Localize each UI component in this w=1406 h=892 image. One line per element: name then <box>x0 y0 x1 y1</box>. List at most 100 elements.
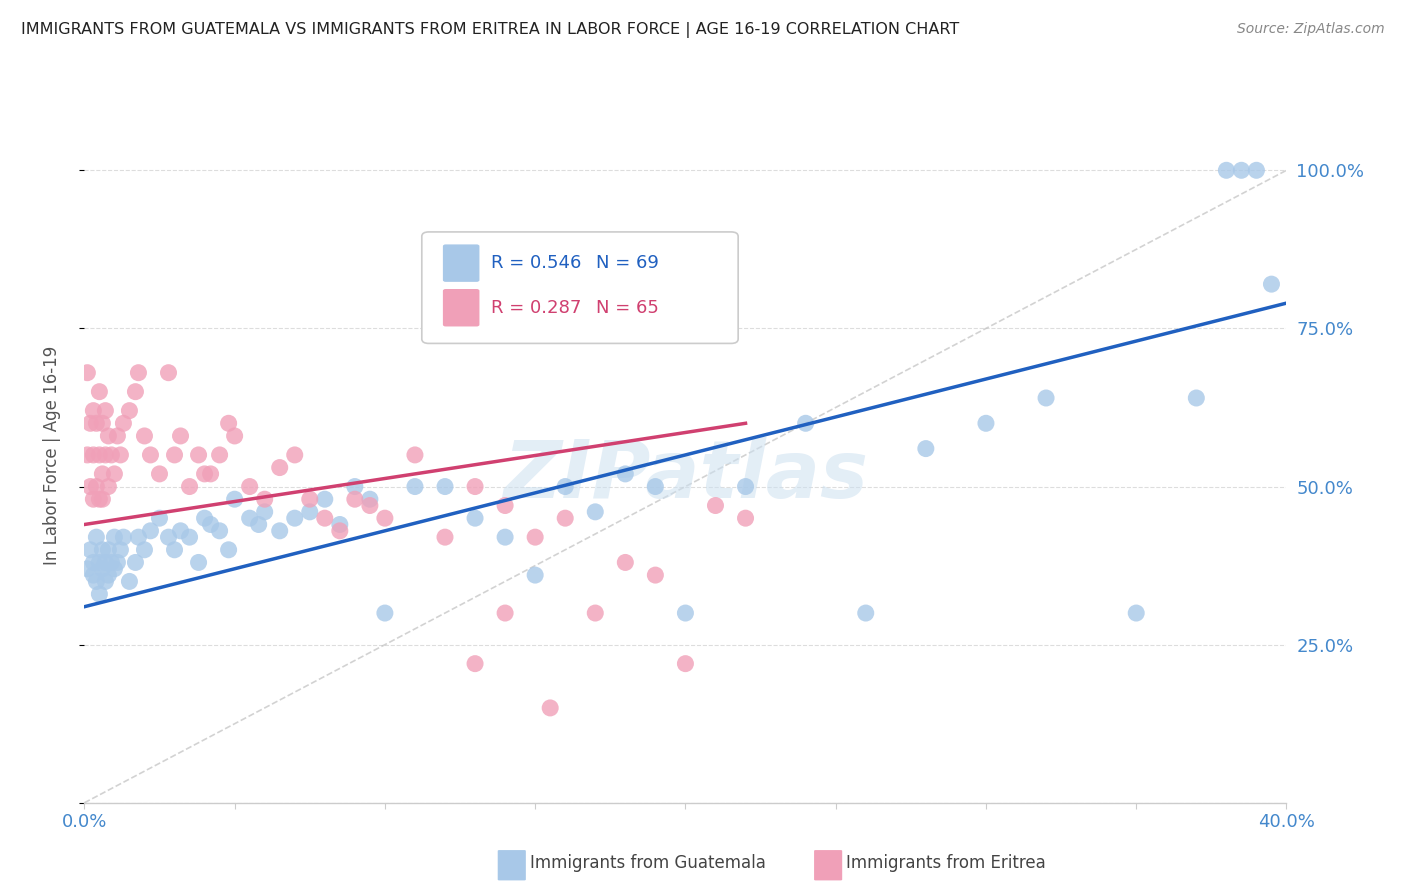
Point <box>103 562 125 576</box>
Point <box>253 505 276 519</box>
Point <box>86 574 108 589</box>
Point <box>107 429 129 443</box>
Point <box>94 403 117 417</box>
Point <box>269 524 291 538</box>
Point <box>157 530 180 544</box>
Point <box>974 417 997 431</box>
Point <box>314 492 336 507</box>
Point <box>208 448 231 462</box>
Point <box>1035 391 1057 405</box>
Point <box>915 442 938 456</box>
Point <box>187 556 209 570</box>
Point <box>127 530 149 544</box>
Point <box>124 384 146 399</box>
Point <box>218 417 240 431</box>
Text: IMMIGRANTS FROM GUATEMALA VS IMMIGRANTS FROM ERITREA IN LABOR FORCE | AGE 16-19 : IMMIGRANTS FROM GUATEMALA VS IMMIGRANTS … <box>21 22 959 38</box>
Point <box>494 499 516 513</box>
Point <box>614 467 637 481</box>
Point <box>359 499 381 513</box>
Point <box>734 479 756 493</box>
Point <box>103 530 125 544</box>
Point <box>359 492 381 507</box>
Point <box>112 530 135 544</box>
Point <box>110 448 132 462</box>
Point <box>314 511 336 525</box>
Point <box>404 448 426 462</box>
Point <box>76 366 98 380</box>
Point <box>89 448 111 462</box>
Point <box>91 542 114 557</box>
Point <box>343 492 366 507</box>
Point <box>494 530 516 544</box>
Point <box>91 467 114 481</box>
Point <box>89 587 111 601</box>
Point <box>118 403 141 417</box>
Point <box>169 429 191 443</box>
Point <box>464 657 486 671</box>
Point <box>434 530 457 544</box>
Point <box>82 568 104 582</box>
Point <box>91 417 114 431</box>
Point <box>644 479 666 493</box>
Point <box>107 556 129 570</box>
Point <box>284 448 307 462</box>
Point <box>86 479 108 493</box>
Point <box>187 448 209 462</box>
Point <box>218 542 240 557</box>
Point <box>200 517 222 532</box>
Point <box>163 542 186 557</box>
Point <box>97 429 120 443</box>
Point <box>1215 163 1237 178</box>
Point <box>494 606 516 620</box>
Point <box>82 448 104 462</box>
Point <box>86 417 108 431</box>
Point <box>374 511 396 525</box>
Point <box>94 556 117 570</box>
Point <box>538 701 561 715</box>
Point <box>76 448 98 462</box>
Point <box>97 479 120 493</box>
Point <box>179 530 201 544</box>
Point <box>464 511 486 525</box>
Point <box>855 606 877 620</box>
Point <box>1125 606 1147 620</box>
Point <box>583 606 606 620</box>
Point <box>179 479 201 493</box>
Point <box>89 556 111 570</box>
Text: N = 65: N = 65 <box>596 299 659 317</box>
Point <box>1246 163 1268 178</box>
Point <box>97 568 120 582</box>
Text: N = 69: N = 69 <box>596 254 659 272</box>
Y-axis label: In Labor Force | Age 16-19: In Labor Force | Age 16-19 <box>42 345 60 565</box>
Point <box>583 505 606 519</box>
Point <box>157 366 180 380</box>
Point <box>139 448 162 462</box>
Point <box>298 492 321 507</box>
Text: ZIPatlas: ZIPatlas <box>503 437 868 515</box>
Point <box>239 511 262 525</box>
Text: R = 0.287: R = 0.287 <box>491 299 581 317</box>
Point <box>1185 391 1208 405</box>
Point <box>675 657 697 671</box>
Point <box>148 467 170 481</box>
Point <box>253 492 276 507</box>
Point <box>79 479 101 493</box>
Point <box>91 492 114 507</box>
Point <box>97 542 120 557</box>
Point <box>464 479 486 493</box>
Point <box>675 606 697 620</box>
Point <box>110 542 132 557</box>
Point <box>374 606 396 620</box>
Text: R = 0.546: R = 0.546 <box>491 254 581 272</box>
Point <box>404 479 426 493</box>
Point <box>247 517 270 532</box>
Point <box>82 556 104 570</box>
Point <box>208 524 231 538</box>
Text: Immigrants from Eritrea: Immigrants from Eritrea <box>846 855 1046 872</box>
Point <box>134 542 156 557</box>
Point <box>554 479 576 493</box>
Point <box>329 517 352 532</box>
Point <box>524 568 547 582</box>
Point <box>343 479 366 493</box>
Point <box>89 384 111 399</box>
